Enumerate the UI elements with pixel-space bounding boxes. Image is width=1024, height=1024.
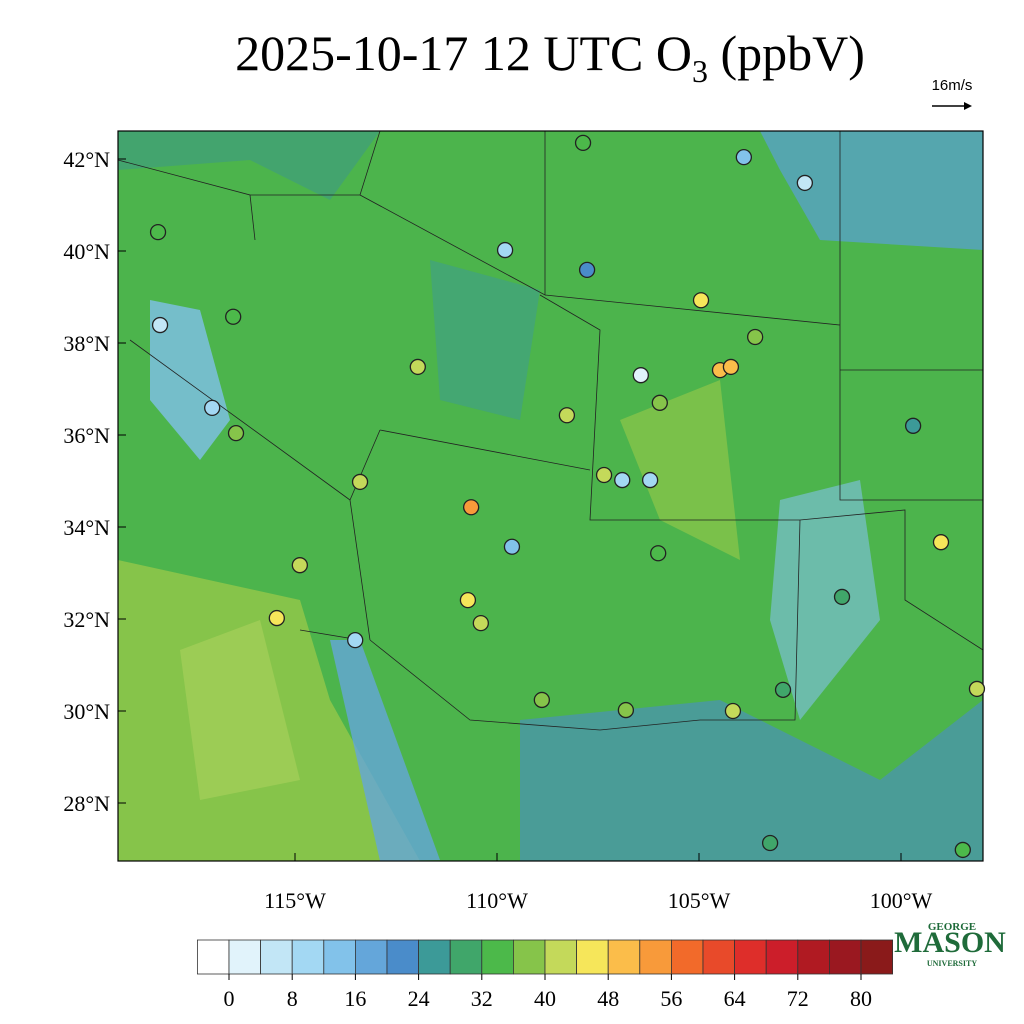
colorbar-box [765,939,799,975]
logo-bottom: UNIVERSITY [927,959,977,968]
lon-tick-label: 100°W [870,888,933,913]
station [722,358,740,376]
colorbar-tick-label: 56 [660,986,682,1011]
colorbar-box [860,939,894,975]
station [761,834,779,852]
lat-tick-label: 34°N [63,515,110,540]
axes: 115°W 110°W 105°W 100°W 42°N 40°N 38°N 36°N 34°N… [63,147,932,913]
lat-tick-label: 32°N [63,607,110,632]
station [774,681,792,698]
colorbar-tick-label: 0 [224,986,235,1011]
lon-tick-label: 115°W [264,888,326,913]
colorbar-box [481,939,514,975]
station [614,471,631,489]
lat-tick-label: 40°N [63,239,110,264]
station [558,407,576,424]
logo-name: MASON [894,926,1006,959]
colorbar-box [702,939,736,975]
logo: GEORGE MASON UNIVERSITY [894,921,1006,968]
logo-top: GEORGE [928,921,976,933]
colorbar-tick-label: 16 [344,986,366,1011]
lat-tick-label: 28°N [63,791,110,816]
station [151,316,169,334]
map-background [117,130,984,862]
station [641,471,659,489]
lat-tick-label: 42°N [63,147,110,172]
station [227,425,245,442]
colorbar-box [607,939,641,975]
colorbar-box [544,939,578,975]
stations [149,134,986,859]
colorbar-box [449,939,483,975]
colorbar-box [829,939,862,975]
station [472,614,489,632]
station [503,538,521,555]
colorbar-box [734,939,767,975]
colorbar-box [323,939,356,975]
lon-tick-label: 110°W [466,888,528,913]
colorbar-box [260,939,293,975]
reference-vector-label: 16m/s [932,77,973,94]
colorbar-box [576,939,609,975]
station [747,328,764,346]
colorbar-tick-label: 80 [850,986,872,1011]
title-subscript: 3 [692,53,708,89]
colorbar-box [418,939,451,975]
station [533,691,550,709]
station [225,308,242,325]
station [574,134,592,152]
station [954,841,971,859]
station [651,394,668,411]
colorbar-tick-label: 48 [597,986,619,1011]
lon-tick-label: 105°W [668,888,731,913]
colorbar-box [354,939,388,975]
colorbar-tick-label: 32 [471,986,493,1011]
colorbar-tick-label: 40 [534,986,556,1011]
colorbar-box [671,939,704,975]
station [351,473,369,491]
station [650,545,667,562]
colorbar-tick-label: 8 [287,986,298,1011]
station [149,223,167,241]
station [291,557,308,574]
station [932,534,950,551]
station [462,499,480,516]
colorbar-box [196,939,230,975]
station [724,702,742,720]
colorbar-box [291,939,325,975]
lat-tick-label: 30°N [63,699,110,724]
station [632,367,649,384]
colorbar-tick-label: 24 [408,986,430,1011]
station [904,417,922,434]
reference-vector [932,102,972,110]
station [578,261,596,279]
colorbar-box [797,939,830,975]
colorbar-box [386,939,420,975]
colorbar-box [228,939,262,975]
station [617,701,635,719]
station [204,399,221,417]
station [692,292,710,309]
colorbar-tick-label: 72 [787,986,809,1011]
station [347,632,364,649]
colorbar-tick-label: 64 [724,986,746,1011]
title-main: 2025-10-17 12 UTC O [235,25,692,81]
colorbar-box [513,939,546,975]
lat-tick-label: 38°N [63,331,110,356]
station [496,241,514,259]
station [268,609,285,627]
station [735,149,752,166]
colorbar: 0 8 16 24 32 40 48 56 64 72 80 [196,939,894,1011]
station [968,680,986,698]
title: 2025-10-17 12 UTC O3 (ppbV) [235,25,865,89]
station [409,358,426,376]
station [833,588,851,606]
station [796,174,813,192]
title-suffix: (ppbV) [708,25,865,81]
lat-tick-label: 36°N [63,423,110,448]
station [595,466,613,484]
colorbar-box [639,939,672,975]
station [459,591,477,609]
